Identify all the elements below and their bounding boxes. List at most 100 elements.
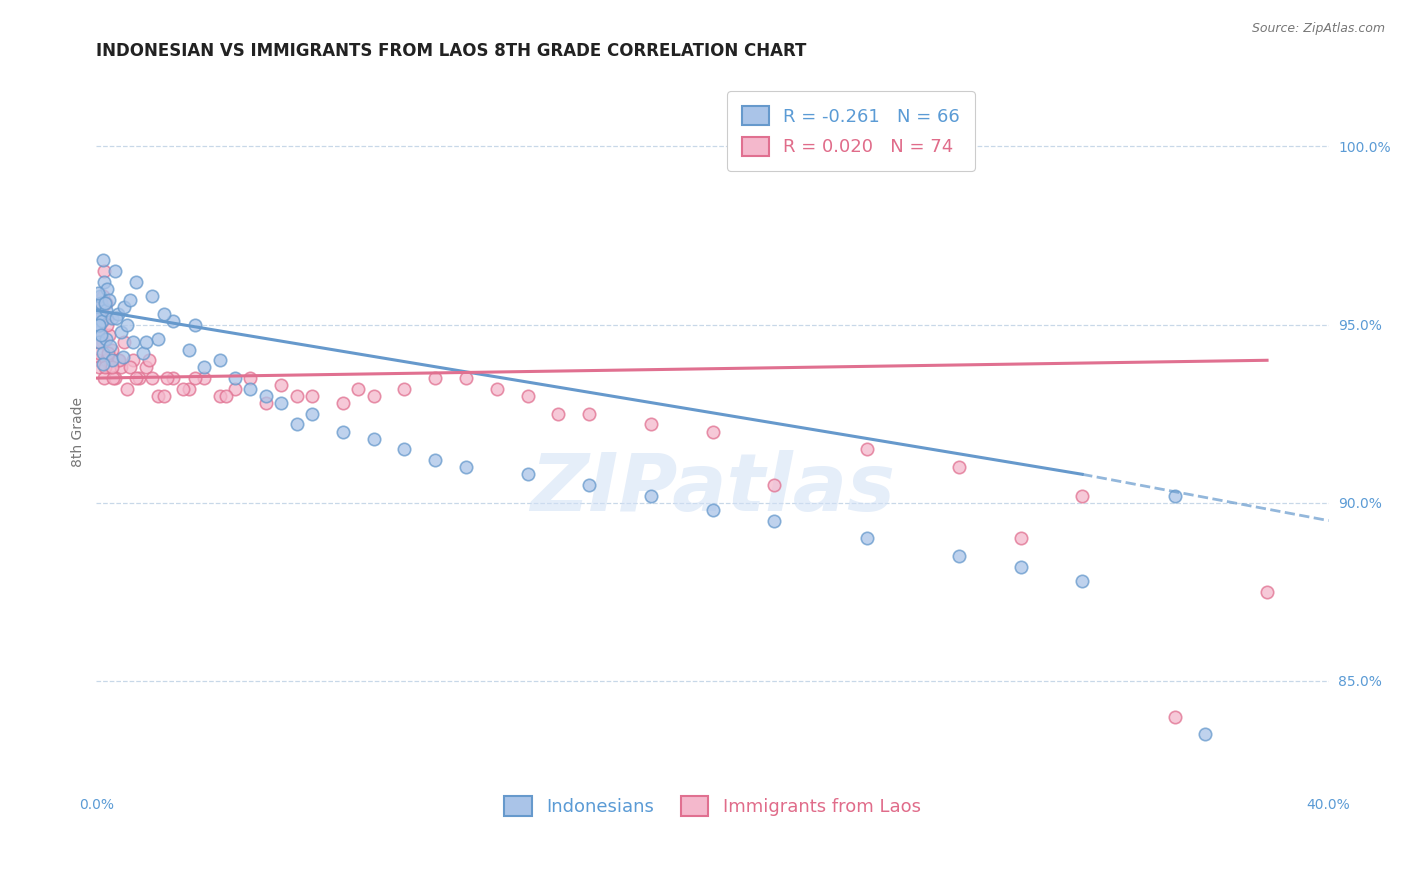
Point [193, 371, 215, 385]
Point [146, 389, 169, 403]
Point [135, 360, 157, 375]
Point [104, 264, 127, 278]
Point [86, 353, 108, 368]
Point [87, 310, 110, 325]
Point [122, 353, 145, 368]
Point [104, 371, 127, 385]
Point [110, 325, 132, 339]
Point [97, 346, 120, 360]
Point [1071, 574, 1094, 589]
Point [89, 318, 111, 332]
Point [1256, 585, 1278, 599]
Point [394, 442, 416, 457]
Point [184, 371, 207, 385]
Text: INDONESIAN VS IMMIGRANTS FROM LAOS 8TH GRADE CORRELATION CHART: INDONESIAN VS IMMIGRANTS FROM LAOS 8TH G… [97, 42, 807, 60]
Point [193, 360, 215, 375]
Legend: Indonesians, Immigrants from Laos: Indonesians, Immigrants from Laos [495, 788, 929, 825]
Point [94, 360, 117, 375]
Point [239, 371, 262, 385]
Point [91, 253, 114, 268]
Point [141, 371, 163, 385]
Point [184, 318, 207, 332]
Point [394, 382, 416, 396]
Point [855, 442, 877, 457]
Point [100, 353, 122, 368]
Point [108, 353, 131, 368]
Text: ZIPatlas: ZIPatlas [530, 450, 896, 527]
Point [89, 346, 111, 360]
Point [332, 425, 354, 439]
Point [177, 343, 200, 357]
Point [97, 293, 120, 307]
Point [156, 371, 179, 385]
Point [89, 300, 111, 314]
Point [1163, 489, 1185, 503]
Point [96, 282, 118, 296]
Point [425, 371, 447, 385]
Point [146, 332, 169, 346]
Point [215, 389, 238, 403]
Point [208, 389, 231, 403]
Point [94, 303, 117, 318]
Point [131, 346, 153, 360]
Point [254, 389, 277, 403]
Point [89, 289, 111, 303]
Point [855, 532, 877, 546]
Point [89, 335, 111, 350]
Point [112, 335, 135, 350]
Point [454, 460, 477, 475]
Point [87, 318, 110, 332]
Point [254, 396, 277, 410]
Text: Source: ZipAtlas.com: Source: ZipAtlas.com [1251, 22, 1385, 36]
Point [115, 318, 138, 332]
Point [153, 307, 176, 321]
Point [91, 335, 114, 350]
Point [1010, 532, 1032, 546]
Point [172, 382, 194, 396]
Point [87, 285, 110, 300]
Point [224, 382, 246, 396]
Point [90, 325, 112, 339]
Point [120, 293, 142, 307]
Point [98, 360, 121, 375]
Point [100, 360, 122, 375]
Point [90, 314, 112, 328]
Point [141, 289, 163, 303]
Point [105, 310, 128, 325]
Point [162, 371, 184, 385]
Point [100, 310, 122, 325]
Point [90, 328, 112, 343]
Point [948, 549, 970, 564]
Point [125, 275, 148, 289]
Point [270, 378, 292, 392]
Point [578, 478, 600, 492]
Point [93, 371, 115, 385]
Y-axis label: 8th Grade: 8th Grade [72, 397, 86, 467]
Point [89, 318, 111, 332]
Point [90, 307, 112, 321]
Point [301, 407, 323, 421]
Point [94, 353, 117, 368]
Point [485, 382, 508, 396]
Point [702, 503, 724, 517]
Point [578, 407, 600, 421]
Point [107, 307, 129, 321]
Point [94, 296, 117, 310]
Point [91, 346, 114, 360]
Point [301, 389, 323, 403]
Point [94, 332, 117, 346]
Point [97, 328, 120, 343]
Point [516, 389, 538, 403]
Point [363, 389, 385, 403]
Point [87, 325, 110, 339]
Point [100, 343, 122, 357]
Point [89, 335, 111, 350]
Point [347, 382, 370, 396]
Point [93, 275, 115, 289]
Point [89, 307, 111, 321]
Point [948, 460, 970, 475]
Point [224, 371, 246, 385]
Point [103, 371, 125, 385]
Point [135, 335, 157, 350]
Point [1163, 709, 1185, 723]
